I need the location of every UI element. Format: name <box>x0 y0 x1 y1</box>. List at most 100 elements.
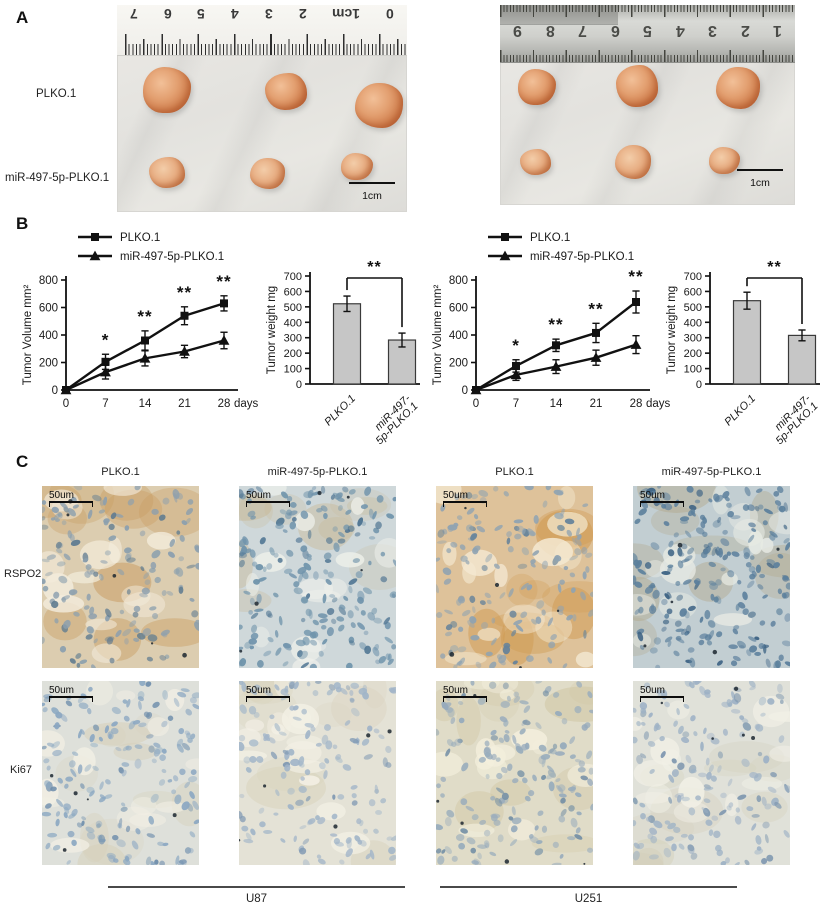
tile-scale-bar: 50um <box>443 490 487 507</box>
tumor-specimen-plko1 <box>143 67 191 113</box>
line-chart-u87-volume: PLKO.1 miR-497-5p-PLKO.1 0 200 400 600 800 0 7 14… <box>22 232 259 410</box>
tile-scale-bar-line <box>443 696 487 702</box>
tumor-specimen-mir497 <box>149 157 185 188</box>
tumor-specimen-mir497 <box>615 145 651 179</box>
ruler-number: 7 <box>578 22 587 39</box>
svg-text:0: 0 <box>473 398 479 410</box>
scale-bar-label: 1cm <box>750 177 770 189</box>
tile-scale-bar-line <box>640 501 684 507</box>
photo-scale-bar: 1cm <box>349 181 395 205</box>
tile-scale-bar-line <box>640 696 684 702</box>
u251-group-label: U251 <box>574 893 603 905</box>
ruler-number: 5 <box>197 6 206 22</box>
svg-text:0: 0 <box>63 398 69 410</box>
scale-bar-label: 1cm <box>362 190 382 202</box>
ruler-number: 1 <box>773 22 782 39</box>
tile-scale-bar-line <box>49 501 93 507</box>
ruler-number: 6 <box>610 22 620 39</box>
tile-scale-bar: 50um <box>246 490 290 507</box>
line-chart-u251-volume: PLKO.1 miR-497-5p-PLKO.1 0 200 400 600 800 0 7 14… <box>432 232 671 410</box>
ihc-rspo2-u87-plko1: 50um <box>42 486 199 668</box>
metal-ruler: 9 8 7 6 5 4 3 2 1 <box>500 5 795 63</box>
tumor-specimen-mir497 <box>709 147 740 174</box>
svg-text:miR-497-5p-PLKO.1: miR-497-5p-PLKO.1 <box>530 251 634 263</box>
ihc-ki67-u87-mir497: 50um <box>239 681 396 865</box>
u87-group-line <box>108 886 405 888</box>
svg-text:21: 21 <box>590 398 603 410</box>
tumor-specimen-plko1 <box>518 69 556 105</box>
tile-scale-bar: 50um <box>49 490 93 507</box>
tumor-specimen-mir497 <box>520 149 551 175</box>
svg-text:400: 400 <box>39 330 58 342</box>
ruler-number: 3 <box>264 6 273 22</box>
column-header-mir497-u87: miR-497-5p-PLKO.1 <box>267 466 368 478</box>
ruler-number: 2 <box>740 22 750 39</box>
svg-text:7: 7 <box>513 398 519 410</box>
svg-text:700: 700 <box>284 271 302 283</box>
svg-text:400: 400 <box>684 317 702 329</box>
panel-b-label: B <box>16 214 29 233</box>
svg-text:700: 700 <box>684 271 702 283</box>
ruler-number: 4 <box>675 22 685 39</box>
svg-text:300: 300 <box>684 333 702 345</box>
svg-text:21: 21 <box>178 398 191 410</box>
svg-text:800: 800 <box>449 275 468 287</box>
svg-text:28: 28 <box>218 398 231 410</box>
svg-text:200: 200 <box>684 348 702 360</box>
svg-text:500: 500 <box>684 302 702 314</box>
svg-text:0: 0 <box>462 385 468 397</box>
tumor-specimen-plko1 <box>355 83 403 128</box>
tile-scale-bar-label: 50um <box>443 685 469 696</box>
svg-text:PLKO.1: PLKO.1 <box>722 393 758 429</box>
tile-scale-bar-label: 50um <box>49 490 75 501</box>
ruler-number: 7 <box>130 6 138 22</box>
svg-text:200: 200 <box>284 348 302 360</box>
svg-text:**: ** <box>367 259 381 276</box>
svg-text:600: 600 <box>39 303 58 315</box>
ruler-number: 9 <box>513 22 522 39</box>
ruler-number: 0 <box>386 6 394 22</box>
tumor-specimen-mir497 <box>341 153 373 180</box>
svg-text:0: 0 <box>52 385 58 397</box>
svg-text:**: ** <box>548 315 563 334</box>
column-header-plko1-u87: PLKO.1 <box>101 466 140 478</box>
tile-scale-bar-line <box>246 501 290 507</box>
svg-text:0: 0 <box>296 379 302 391</box>
tile-scale-bar: 50um <box>246 685 290 702</box>
svg-text:400: 400 <box>284 317 302 329</box>
group-label-mir497: miR-497-5p-PLKO.1 <box>5 172 110 184</box>
tile-scale-bar-label: 50um <box>640 685 666 696</box>
svg-text:**: ** <box>628 267 643 286</box>
svg-text:**: ** <box>216 272 231 291</box>
tile-scale-bar: 50um <box>640 490 684 507</box>
tumor-specimen-plko1 <box>716 67 760 109</box>
svg-text:100: 100 <box>684 364 702 376</box>
svg-text:400: 400 <box>449 330 468 342</box>
tile-scale-bar-line <box>443 501 487 507</box>
ihc-rspo2-u251-plko1: 50um <box>436 486 593 668</box>
svg-text:Tumor weight mg: Tumor weight mg <box>266 286 278 374</box>
svg-text:**: ** <box>767 259 781 276</box>
column-header-mir497-u251: miR-497-5p-PLKO.1 <box>661 466 762 478</box>
tile-scale-bar: 50um <box>443 685 487 702</box>
svg-text:*: * <box>512 336 520 355</box>
tile-scale-bar-label: 50um <box>246 685 272 696</box>
tile-scale-bar-line <box>49 696 93 702</box>
svg-text:PLKO.1: PLKO.1 <box>120 232 160 244</box>
ihc-rspo2-u87-mir497: 50um <box>239 486 396 668</box>
u87-group-label: U87 <box>245 893 268 905</box>
ruler-ticks-bottom <box>500 50 795 62</box>
panel-c-label: C <box>16 452 29 471</box>
u251-group-line <box>440 886 737 888</box>
ruler-ticks-top <box>500 5 795 17</box>
bar-chart-u251-weight: 0 100 200 300 400 500 600 700 Tumor weight mg ** P… <box>666 259 821 447</box>
tumor-photo-u251: 9 8 7 6 5 4 3 2 1 1cm <box>500 5 795 205</box>
tumor-specimen-plko1 <box>616 65 658 107</box>
ihc-ki67-u251-mir497: 50um <box>633 681 790 865</box>
ihc-rspo2-u251-mir497: 50um <box>633 486 790 668</box>
svg-text:PLKO.1: PLKO.1 <box>322 393 358 429</box>
ruler-numbers: 9 8 7 6 5 4 3 2 1 <box>500 21 795 39</box>
ruler-number: 3 <box>708 22 717 39</box>
svg-text:days: days <box>234 398 259 410</box>
